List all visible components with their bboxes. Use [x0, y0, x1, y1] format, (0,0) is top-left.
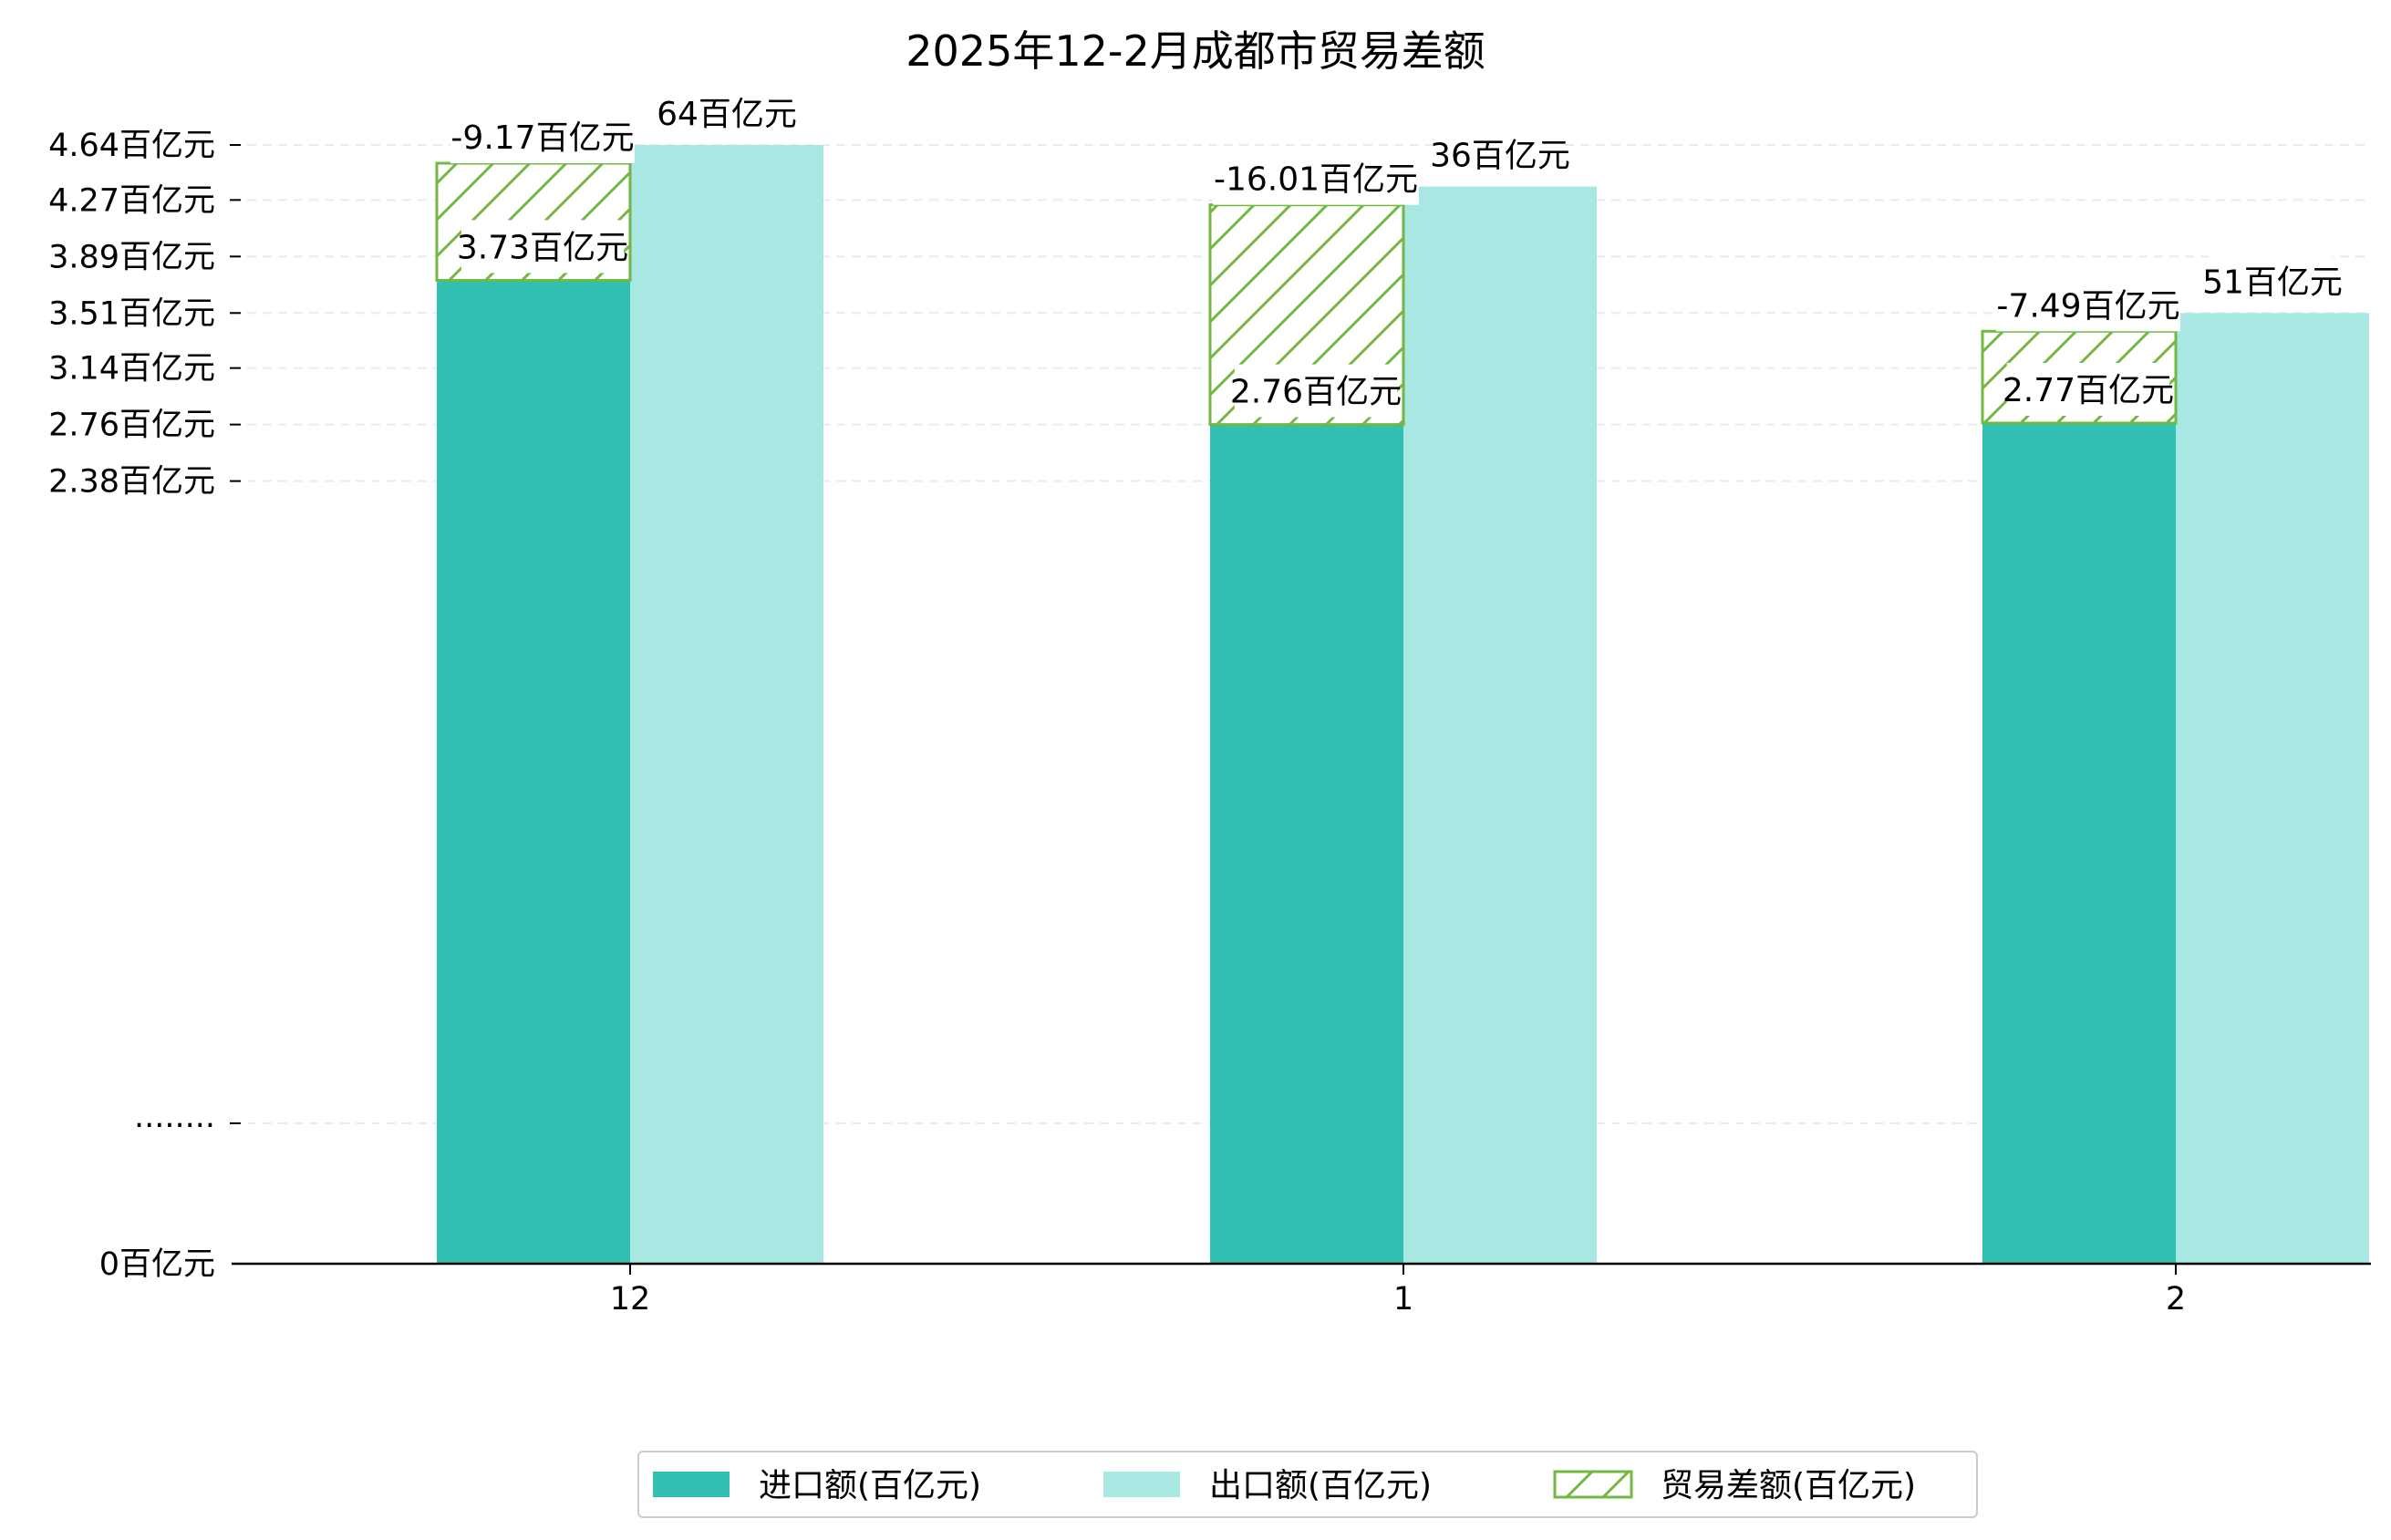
export-bar	[2176, 313, 2369, 1265]
bar-labels: 3.73百亿元 64百亿元 -9.17百亿元 2.76百亿元 36百亿元 -16.01百亿…	[450, 87, 2343, 418]
export-bar	[630, 145, 823, 1264]
y-tick-label-zero: 0百亿元	[99, 1246, 215, 1283]
import-value-label-bg	[1234, 364, 1398, 418]
trade-balance-label-bg	[450, 110, 636, 163]
axes: 2.38百亿元 2.76百亿元 3.14百亿元 3.51百亿元 3.89百亿元 4.27百…	[48, 128, 2371, 1318]
chart-title: 2025年12-2月成都市贸易差额	[906, 26, 1485, 76]
legend: 进口额(百亿元) 出口额(百亿元) 贸易差额(百亿元)	[637, 1451, 1978, 1518]
x-tick-label: 1	[1393, 1281, 1413, 1318]
export-value-label-bg	[2212, 254, 2333, 308]
legend-label: 进口额(百亿元)	[759, 1467, 981, 1504]
y-tick-label: 2.38百亿元	[48, 464, 215, 501]
import-value-label: 3.73百亿元	[457, 229, 628, 266]
legend-swatch	[653, 1472, 730, 1497]
export-value-label: 36百亿元	[1430, 138, 1570, 175]
trade-balance-label: -9.17百亿元	[450, 119, 634, 157]
trade-balance-label: -16.01百亿元	[1214, 161, 1418, 199]
export-value-label: 51百亿元	[2202, 264, 2343, 301]
import-value-label-bg	[461, 220, 625, 274]
import-bar	[1210, 424, 1403, 1264]
legend-swatch	[1553, 1470, 1633, 1499]
legend-label: 出口额(百亿元)	[1209, 1467, 1432, 1504]
export-value-label-bg	[667, 87, 787, 140]
legend-box	[637, 1451, 1978, 1518]
bars	[435, 145, 2369, 1265]
trade-balance-label-bg	[1995, 278, 2181, 332]
y-tick-label: 4.27百亿元	[48, 182, 215, 219]
import-value-label: 2.76百亿元	[1230, 374, 1402, 411]
trade-balance-label: -7.49百亿元	[1996, 287, 2179, 325]
y-tick-label: 2.76百亿元	[48, 408, 215, 444]
legend-swatch	[1103, 1472, 1180, 1497]
legend-label: 贸易差额(百亿元)	[1661, 1467, 1916, 1504]
export-bar	[1403, 186, 1597, 1265]
y-tick-label: 3.89百亿元	[48, 239, 215, 275]
y-tick-label: 3.14百亿元	[48, 351, 215, 388]
trade-balance-label-bg	[1213, 151, 1419, 205]
x-tick-label: 2	[2166, 1281, 2186, 1318]
x-tick-label: 12	[610, 1281, 651, 1318]
y-axis-break-label: ........	[134, 1099, 215, 1135]
y-tick-label: 4.64百亿元	[48, 128, 215, 164]
import-bar	[1982, 422, 2176, 1264]
export-value-label: 64百亿元	[657, 96, 797, 133]
y-tick-label: 3.51百亿元	[48, 295, 215, 332]
export-value-label-bg	[1440, 128, 1560, 181]
import-value-label-bg	[2006, 362, 2170, 416]
import-value-label: 2.77百亿元	[2003, 372, 2174, 409]
import-bar	[437, 280, 630, 1264]
